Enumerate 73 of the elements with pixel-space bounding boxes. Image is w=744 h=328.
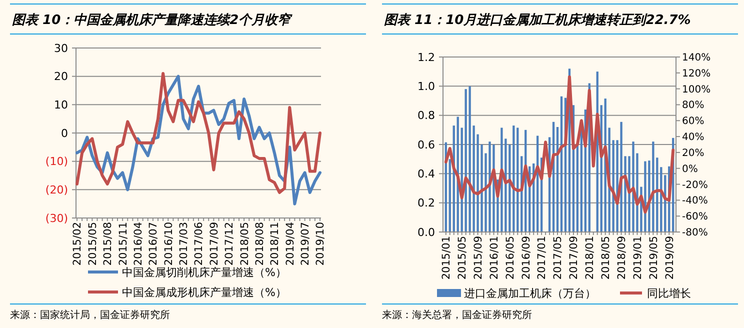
source-note: 来源：海关总署，国金证券研究所 [382, 309, 532, 321]
legend-label: 中国金属切削机床产量增速（%） [122, 266, 286, 279]
x-tick-label: 2015/05 [86, 222, 99, 266]
x-tick-label: 2017/12 [224, 222, 236, 266]
x-tick-label: 2016/10 [162, 222, 175, 266]
x-tick-label: 2015/09 [472, 236, 484, 280]
x-tick-label: 2019/05 [648, 236, 660, 280]
x-tick-label: 2016/04 [132, 222, 144, 266]
y-tick-label: 0.4 [418, 168, 435, 181]
chart-title: 图表 11：10月进口金属加工机床增速转正到22.7% [384, 12, 691, 28]
x-tick-label: 2017/03 [178, 222, 190, 266]
y-tick-label: (10) [45, 155, 68, 168]
x-tick-label: 2017/01 [536, 236, 548, 280]
y-tick-label: 0.0 [418, 226, 435, 239]
bar [464, 89, 467, 232]
y2-tick-label: 0% [682, 164, 698, 175]
y2-tick-label: 120% [682, 68, 711, 80]
bar [512, 126, 515, 232]
y2-tick-label: 40% [682, 132, 704, 144]
x-tick-label: 2019/01 [632, 236, 644, 280]
legend-label: 同比增长 [647, 286, 691, 300]
y-tick-label: 1.2 [418, 50, 435, 64]
bar [652, 142, 654, 232]
legend-label: 进口金属加工机床（万台） [464, 286, 596, 300]
x-tick-label: 2018/05 [600, 236, 612, 280]
y-tick-label: 10 [54, 98, 68, 112]
y-tick-label: 0.8 [418, 109, 435, 122]
x-tick-label: 2018/11 [269, 222, 282, 266]
bar [488, 142, 491, 232]
y2-tick-label: 140% [682, 52, 711, 64]
bar [632, 142, 634, 232]
x-tick-label: 2016/07 [148, 222, 160, 266]
y-tick-label: 20 [54, 70, 68, 84]
x-tick-label: 2017/09 [208, 222, 220, 266]
bar [468, 86, 471, 232]
y2-tick-label: -40% [682, 196, 708, 207]
source-note: 来源：国家统计局，国金证券研究所 [10, 309, 170, 321]
bar [448, 159, 451, 232]
y2-tick-label: 80% [682, 100, 704, 112]
legend-label: 中国金属成形机床产量增速（%） [122, 286, 286, 299]
x-tick-label: 2016/01 [488, 236, 500, 280]
x-tick-label: 2016/05 [504, 236, 516, 280]
x-tick-label: 2019/04 [284, 222, 296, 266]
x-tick-label: 2017/09 [568, 236, 580, 280]
y2-tick-label: -20% [682, 180, 708, 191]
y2-tick-label: 100% [682, 84, 711, 96]
y2-tick-label: -80% [682, 228, 708, 238]
y-tick-label: (20) [45, 184, 68, 197]
x-tick-label: 2017/06 [193, 222, 206, 266]
y-tick-label: 0.6 [418, 138, 435, 152]
x-tick-label: 2018/08 [254, 222, 266, 266]
y2-tick-label: -60% [682, 212, 708, 223]
x-tick-label: 2018/09 [616, 236, 628, 280]
y2-tick-label: 60% [682, 116, 704, 128]
y-tick-label: (30) [45, 212, 68, 225]
x-tick-label: 2015/01 [440, 236, 453, 280]
y-tick-label: 0.2 [418, 196, 435, 210]
x-tick-label: 2015/11 [117, 222, 130, 266]
x-tick-label: 2015/08 [102, 222, 114, 266]
x-tick-label: 2018/01 [584, 236, 596, 280]
chart-title: 图表 10：中国金属机床产量降速连续2个月收窄 [12, 12, 293, 28]
y-tick-label: 1.0 [418, 80, 435, 94]
x-tick-label: 2018/05 [238, 222, 251, 266]
y2-tick-label: 20% [682, 148, 704, 159]
x-tick-label: 2015/05 [456, 236, 469, 280]
x-tick-label: 2019/09 [664, 236, 676, 280]
y-tick-label: 0 [61, 126, 68, 140]
x-tick-label: 2017/05 [552, 236, 564, 280]
x-tick-label: 2019/10 [314, 222, 327, 266]
y-tick-label: 30 [54, 42, 68, 55]
x-tick-label: 2019/07 [299, 222, 312, 266]
x-tick-label: 2015/02 [72, 222, 84, 266]
x-tick-label: 2016/09 [520, 236, 532, 280]
